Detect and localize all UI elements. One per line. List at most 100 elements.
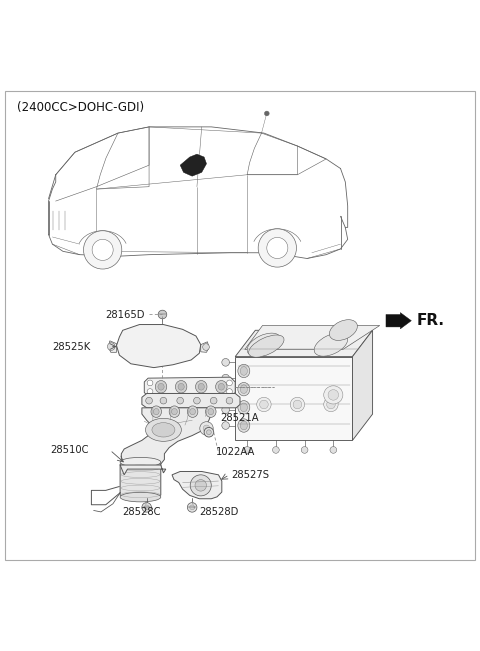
- Circle shape: [244, 447, 251, 453]
- Polygon shape: [245, 326, 380, 350]
- Ellipse shape: [240, 403, 247, 411]
- Ellipse shape: [314, 333, 348, 356]
- Ellipse shape: [120, 492, 161, 502]
- Ellipse shape: [151, 406, 161, 417]
- Circle shape: [222, 359, 229, 366]
- Ellipse shape: [238, 400, 250, 414]
- Polygon shape: [201, 342, 209, 352]
- Ellipse shape: [240, 385, 247, 393]
- Circle shape: [195, 480, 206, 491]
- Circle shape: [200, 422, 213, 435]
- Text: 28525K: 28525K: [52, 342, 91, 352]
- Circle shape: [142, 503, 152, 512]
- Circle shape: [193, 397, 200, 404]
- Polygon shape: [352, 330, 372, 440]
- Circle shape: [160, 397, 167, 404]
- Circle shape: [147, 380, 153, 386]
- Ellipse shape: [127, 335, 157, 356]
- Polygon shape: [120, 465, 166, 475]
- Ellipse shape: [158, 383, 164, 390]
- Text: 28527S: 28527S: [231, 470, 269, 480]
- Polygon shape: [235, 330, 372, 357]
- Ellipse shape: [190, 409, 195, 415]
- Ellipse shape: [198, 383, 204, 390]
- Circle shape: [267, 238, 288, 258]
- Text: FR.: FR.: [417, 313, 445, 328]
- Ellipse shape: [240, 421, 247, 430]
- Circle shape: [190, 475, 211, 496]
- Circle shape: [177, 397, 183, 404]
- Circle shape: [92, 240, 113, 260]
- Ellipse shape: [257, 397, 271, 411]
- Ellipse shape: [329, 320, 358, 340]
- Circle shape: [204, 428, 214, 437]
- Ellipse shape: [175, 381, 187, 393]
- Ellipse shape: [290, 397, 305, 411]
- Ellipse shape: [152, 422, 175, 437]
- Circle shape: [222, 374, 229, 382]
- Circle shape: [222, 422, 229, 430]
- Circle shape: [203, 425, 210, 432]
- Text: 1022AA: 1022AA: [216, 447, 255, 458]
- Circle shape: [227, 380, 232, 386]
- Circle shape: [203, 344, 209, 350]
- Circle shape: [187, 503, 197, 512]
- Circle shape: [227, 389, 232, 395]
- Polygon shape: [144, 377, 235, 396]
- Text: 28165D: 28165D: [105, 310, 144, 320]
- Ellipse shape: [169, 339, 184, 350]
- Circle shape: [206, 430, 211, 435]
- Ellipse shape: [169, 406, 180, 417]
- Polygon shape: [120, 459, 161, 500]
- Ellipse shape: [238, 365, 250, 378]
- Ellipse shape: [293, 400, 302, 409]
- Ellipse shape: [326, 400, 335, 409]
- Ellipse shape: [195, 381, 207, 393]
- Text: 28510C: 28510C: [51, 445, 89, 455]
- Ellipse shape: [324, 386, 343, 404]
- Circle shape: [146, 397, 153, 404]
- Circle shape: [158, 310, 167, 319]
- Circle shape: [222, 406, 229, 413]
- Text: 28528D: 28528D: [199, 507, 239, 517]
- Circle shape: [258, 229, 297, 267]
- Ellipse shape: [249, 335, 284, 357]
- Polygon shape: [142, 393, 240, 408]
- Circle shape: [108, 342, 115, 350]
- Ellipse shape: [328, 390, 338, 400]
- Ellipse shape: [145, 419, 181, 441]
- Polygon shape: [172, 471, 222, 499]
- Polygon shape: [235, 357, 352, 440]
- Ellipse shape: [208, 409, 214, 415]
- Ellipse shape: [205, 406, 216, 417]
- Ellipse shape: [156, 381, 167, 393]
- Ellipse shape: [178, 383, 184, 390]
- Circle shape: [226, 397, 233, 404]
- Circle shape: [330, 447, 336, 453]
- Circle shape: [84, 230, 122, 269]
- Ellipse shape: [324, 397, 338, 411]
- Ellipse shape: [260, 400, 268, 409]
- Text: (2400CC>DOHC-GDI): (2400CC>DOHC-GDI): [17, 100, 144, 113]
- Ellipse shape: [238, 382, 250, 396]
- Text: 28528C: 28528C: [122, 507, 161, 517]
- Ellipse shape: [171, 409, 177, 415]
- Circle shape: [273, 447, 279, 453]
- Ellipse shape: [165, 335, 189, 354]
- Ellipse shape: [184, 333, 195, 348]
- Ellipse shape: [238, 419, 250, 432]
- Polygon shape: [117, 325, 201, 368]
- Polygon shape: [121, 408, 211, 471]
- Circle shape: [210, 397, 217, 404]
- Circle shape: [147, 389, 153, 395]
- Polygon shape: [108, 341, 117, 352]
- Ellipse shape: [216, 381, 227, 393]
- Circle shape: [190, 505, 194, 510]
- Ellipse shape: [154, 409, 159, 415]
- Text: 28521A: 28521A: [220, 413, 259, 423]
- Polygon shape: [180, 154, 206, 176]
- Ellipse shape: [187, 406, 198, 417]
- Ellipse shape: [120, 458, 161, 467]
- Circle shape: [222, 390, 229, 398]
- Ellipse shape: [247, 333, 281, 356]
